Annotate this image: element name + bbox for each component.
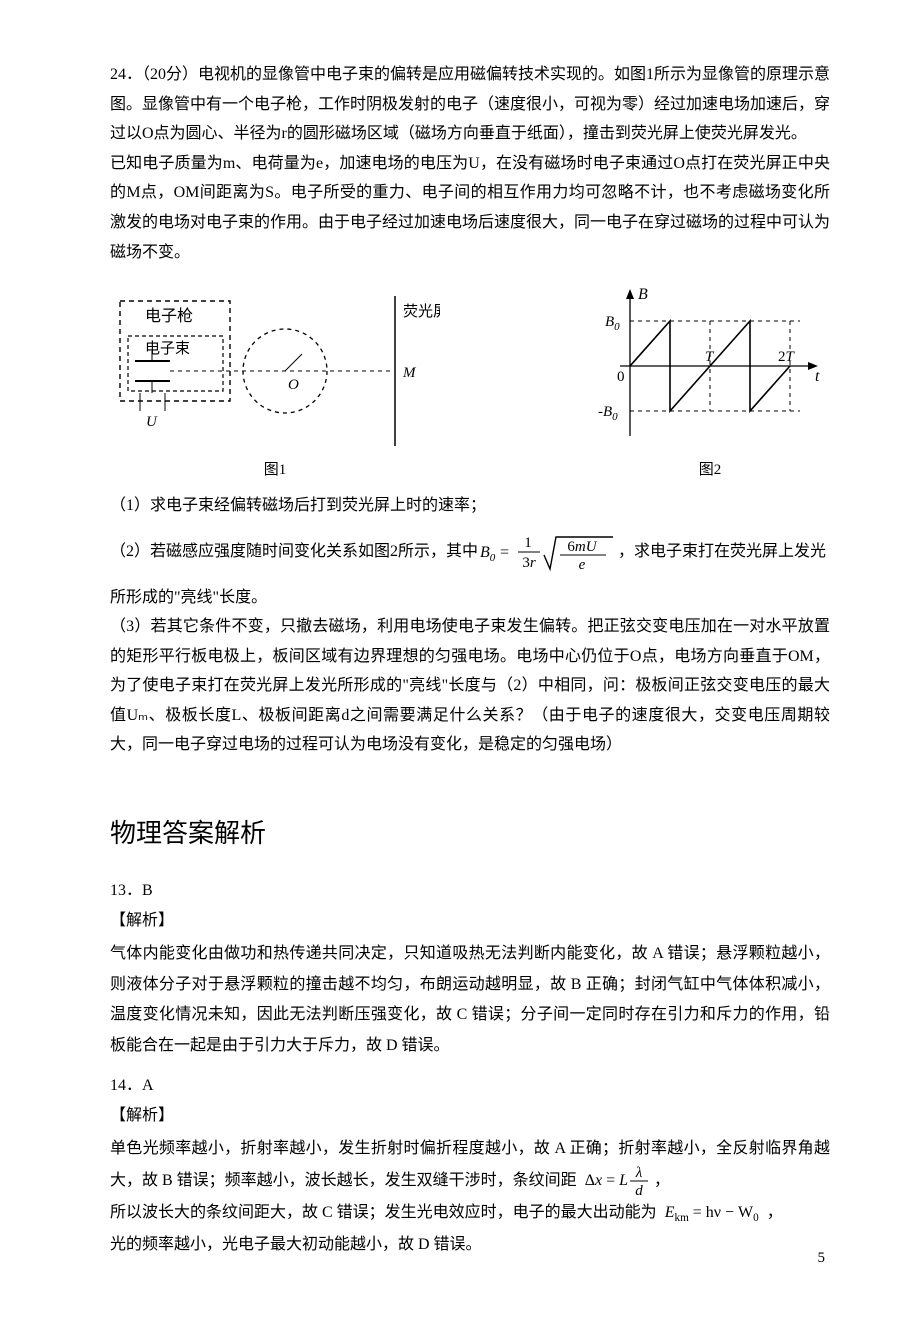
- q24-part3: （3）若其它条件不变，只撤去磁场，利用电场使电子束发生偏转。把正弦交变电压加在一…: [110, 612, 830, 760]
- q24-part2a-text: （2）若磁感应强度随时间变化关系如图2所示，其中: [110, 537, 478, 567]
- fig1-svg: 电子枪 电子束 U O 荧光屏 M: [110, 281, 440, 451]
- a14-line1: 单色光频率越小，折射率越小，发生折射时偏折程度越小，故 A 正确；折射率越小，全…: [110, 1134, 830, 1198]
- answers-title: 物理答案解析: [110, 810, 830, 858]
- figure-2: B t 0 B0 -B0 T 2T 图2: [590, 281, 830, 485]
- a13-num: 13．B: [110, 876, 830, 906]
- svg-text:B0: B0: [480, 544, 496, 564]
- fig1-O-label: O: [288, 377, 299, 393]
- q24-given: 已知电子质量为m、电荷量为e，加速电场的电压为U，在没有磁场时电子束通过O点打在…: [110, 149, 830, 267]
- svg-text:e: e: [579, 557, 586, 573]
- figure-1: 电子枪 电子束 U O 荧光屏 M 图1: [110, 281, 440, 485]
- q24-part2-line1: （2）若磁感应强度随时间变化关系如图2所示，其中 B0 = 1 3r 6mU e…: [110, 529, 830, 575]
- fig2-yaxis: B: [638, 286, 648, 303]
- a14-text2b: ，: [767, 1204, 783, 1221]
- formula-b0: B0 = 1 3r 6mU e: [478, 529, 618, 575]
- fig1-M-label: M: [402, 365, 417, 381]
- a13-text: 气体内能变化由做功和热传递共同决定，只知道吸热无法判断内能变化，故 A 错误；悬…: [110, 939, 830, 1061]
- fig1-U-label: U: [146, 414, 158, 430]
- fig1-screen-label: 荧光屏: [403, 303, 440, 320]
- fig2-svg: B t 0 B0 -B0 T 2T: [590, 281, 830, 451]
- svg-text:1: 1: [524, 535, 532, 551]
- a14-line3: 光的频率越小，光电子最大初动能越小，故 D 错误。: [110, 1230, 830, 1260]
- a14-dx-formula: Δx = L λ d: [581, 1164, 650, 1198]
- svg-text:λ: λ: [635, 1165, 643, 1181]
- fig2-2T: 2T: [778, 349, 796, 365]
- fig2-xaxis: t: [815, 368, 820, 385]
- a14-tag: 【解析】: [110, 1101, 830, 1131]
- a14-text2a: 所以波长大的条纹间距大，故 C 错误；发生光电效应时，电子的最大出动能为: [110, 1204, 657, 1221]
- a14-num: 14．A: [110, 1071, 830, 1101]
- a14-ekm-formula: Ekm = hν − W0: [661, 1204, 767, 1221]
- a14-punct: ，: [654, 1172, 670, 1189]
- a13-tag: 【解析】: [110, 906, 830, 936]
- svg-text:3r: 3r: [522, 555, 536, 571]
- svg-text:6mU: 6mU: [567, 539, 597, 555]
- fig1-caption: 图1: [264, 457, 287, 485]
- q24-intro: 24．（20分）电视机的显像管中电子束的偏转是应用磁偏转技术实现的。如图1所示为…: [110, 60, 830, 149]
- svg-text:d: d: [635, 1183, 643, 1198]
- q24-part1: （1）求电子束经偏转磁场后打到荧光屏上时的速率；: [110, 491, 830, 521]
- page-number: 5: [818, 1245, 826, 1273]
- svg-text:=: =: [500, 544, 509, 561]
- q24-part2-line2: 所形成的"亮线"长度。: [110, 583, 830, 613]
- fig2-zero: 0: [617, 369, 625, 385]
- fig2-B0neg: -B0: [598, 404, 618, 423]
- fig2-caption: 图2: [699, 457, 722, 485]
- a14-text1: 单色光频率越小，折射率越小，发生折射时偏折程度越小，故 A 正确；折射率越小，全…: [110, 1140, 830, 1189]
- fig2-B0pos: B0: [605, 314, 620, 333]
- fig1-gun-label: 电子枪: [145, 307, 193, 325]
- figure-row: 电子枪 电子束 U O 荧光屏 M 图1: [110, 281, 830, 485]
- a14-line2: 所以波长大的条纹间距大，故 C 错误；发生光电效应时，电子的最大出动能为 Ekm…: [110, 1198, 830, 1229]
- q24-part2b-text: ，求电子束打在荧光屏上发光: [618, 537, 826, 567]
